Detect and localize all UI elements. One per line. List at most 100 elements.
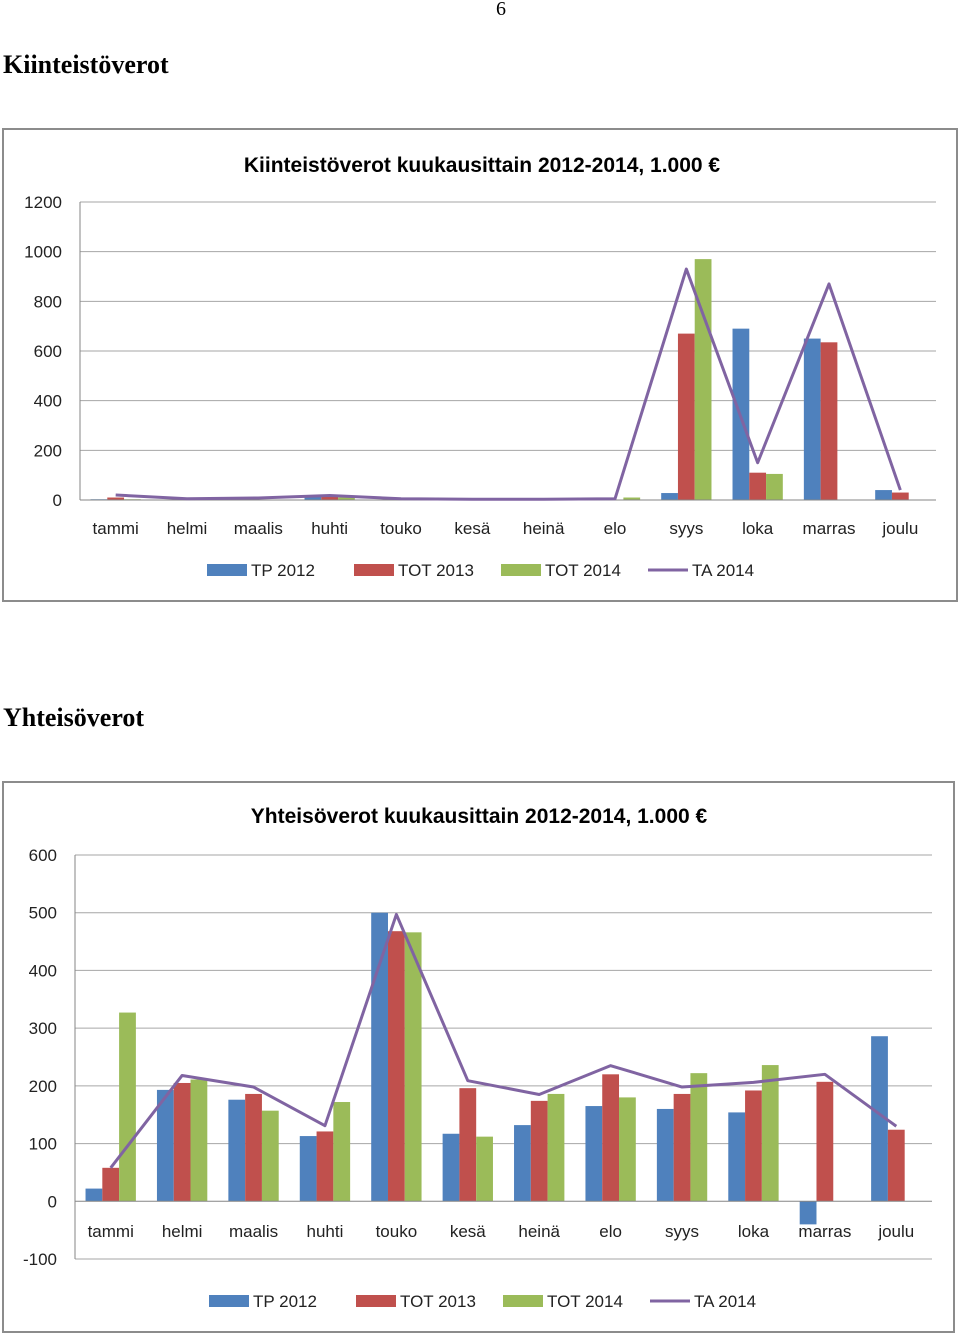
bar-tp-2012 (304, 496, 322, 500)
y-tick-label: 300 (29, 1019, 57, 1038)
legend-swatch (354, 564, 394, 576)
bar-tot-2013 (102, 1167, 120, 1202)
y-tick-label: 1000 (24, 243, 62, 262)
legend-label: TOT 2014 (547, 1292, 623, 1311)
bar-tot-2014 (761, 1065, 779, 1202)
category-label: joulu (877, 1222, 914, 1241)
y-tick-label: 1200 (24, 193, 62, 212)
legend-label: TA 2014 (692, 561, 754, 580)
y-tick-label: 400 (34, 392, 62, 411)
category-label: elo (599, 1222, 622, 1241)
bar-tot-2013 (749, 472, 767, 500)
bar-tp-2012 (661, 493, 678, 500)
bar-tp-2012 (803, 338, 821, 500)
bar-tot-2013 (820, 342, 838, 500)
chart-yhteisoverot: Yhteisöverot kuukausittain 2012-2014, 1.… (23, 805, 932, 1311)
y-tick-label: 600 (34, 342, 62, 361)
legend-swatch (356, 1295, 396, 1307)
bar-tp-2012 (442, 1133, 460, 1202)
bar-tot-2013 (245, 1093, 262, 1202)
bar-tp-2012 (514, 1125, 531, 1202)
y-tick-label: 200 (34, 441, 62, 460)
legend-label: TOT 2014 (545, 561, 621, 580)
legend-label: TP 2012 (251, 561, 315, 580)
y-tick-label: 400 (29, 961, 57, 980)
bar-tot-2013 (891, 492, 909, 500)
bar-tot-2013 (745, 1090, 762, 1202)
category-label: tammi (93, 519, 139, 538)
section-heading-yhteisoverot: Yhteisöverot (3, 703, 145, 732)
y-tick-label: 800 (34, 292, 62, 311)
bar-tot-2014 (119, 1012, 136, 1202)
category-label: kesä (450, 1222, 486, 1241)
category-label: maalis (229, 1222, 278, 1241)
bar-tot-2013 (602, 1074, 620, 1202)
bar-tot-2013 (673, 1093, 691, 1202)
line-ta-2014 (115, 267, 902, 501)
bar-tot-2014 (623, 497, 641, 500)
bar-tp-2012 (585, 1106, 603, 1202)
category-label: huhti (311, 519, 348, 538)
bar-tot-2013 (816, 1081, 834, 1202)
y-tick-label: 0 (53, 491, 62, 510)
bar-tot-2014 (619, 1097, 636, 1202)
bar-tot-2014 (338, 497, 355, 500)
category-label: joulu (881, 519, 918, 538)
bar-tot-2013 (321, 495, 339, 500)
category-label: marras (803, 519, 856, 538)
page-number: 6 (496, 0, 506, 20)
legend-label: TOT 2013 (398, 561, 474, 580)
bar-tp-2012 (871, 1036, 888, 1202)
category-label: maalis (234, 519, 283, 538)
bar-tot-2014 (333, 1102, 351, 1202)
bar-tot-2013 (887, 1129, 905, 1202)
legend-label: TOT 2013 (400, 1292, 476, 1311)
category-label: huhti (307, 1222, 344, 1241)
bar-tp-2012 (299, 1136, 317, 1202)
bar-tp-2012 (156, 1089, 174, 1202)
bar-tot-2013 (173, 1082, 191, 1202)
bar-tp-2012 (875, 490, 892, 500)
chart-frame-yhteisoverot: Yhteisöverot kuukausittain 2012-2014, 1.… (2, 781, 955, 1333)
category-label: helmi (162, 1222, 203, 1241)
legend-label: TP 2012 (253, 1292, 317, 1311)
bar-tot-2013 (387, 931, 405, 1202)
legend-swatch (503, 1295, 543, 1307)
category-label: marras (798, 1222, 851, 1241)
y-tick-label: 500 (29, 904, 57, 923)
category-label: syys (669, 519, 703, 538)
bar-tot-2013 (530, 1100, 548, 1202)
bar-tp-2012 (228, 1099, 246, 1202)
category-label: heinä (518, 1222, 560, 1241)
category-label: syys (665, 1222, 699, 1241)
legend-swatch (501, 564, 541, 576)
bar-tp-2012 (728, 1112, 746, 1202)
category-label: touko (380, 519, 422, 538)
category-label: kesä (454, 519, 490, 538)
bar-tot-2014 (766, 473, 783, 500)
chart-title: Yhteisöverot kuukausittain 2012-2014, 1.… (251, 805, 708, 828)
bar-tot-2014 (547, 1093, 565, 1202)
chart-title: Kiinteistöverot kuukausittain 2012-2014,… (244, 154, 721, 177)
y-tick-label: 100 (29, 1135, 57, 1154)
category-label: helmi (167, 519, 208, 538)
bar-tot-2013 (677, 333, 695, 500)
bar-tot-2014 (694, 259, 712, 500)
legend-swatch (207, 564, 247, 576)
y-tick-label: 200 (29, 1077, 57, 1096)
category-label: touko (376, 1222, 418, 1241)
y-tick-label: 0 (48, 1192, 57, 1211)
y-tick-label: 600 (29, 846, 57, 865)
category-label: heinä (523, 519, 565, 538)
category-label: elo (604, 519, 627, 538)
legend-label: TA 2014 (694, 1292, 756, 1311)
bar-tp-2012 (85, 1188, 103, 1202)
bar-tot-2014 (190, 1079, 208, 1202)
bar-tot-2014 (261, 1110, 279, 1202)
category-label: loka (742, 519, 774, 538)
bar-tot-2013 (316, 1131, 334, 1202)
bar-tp-2012 (656, 1108, 674, 1202)
y-tick-label: -100 (23, 1250, 57, 1269)
bar-tot-2013 (459, 1088, 477, 1202)
category-label: tammi (88, 1222, 134, 1241)
